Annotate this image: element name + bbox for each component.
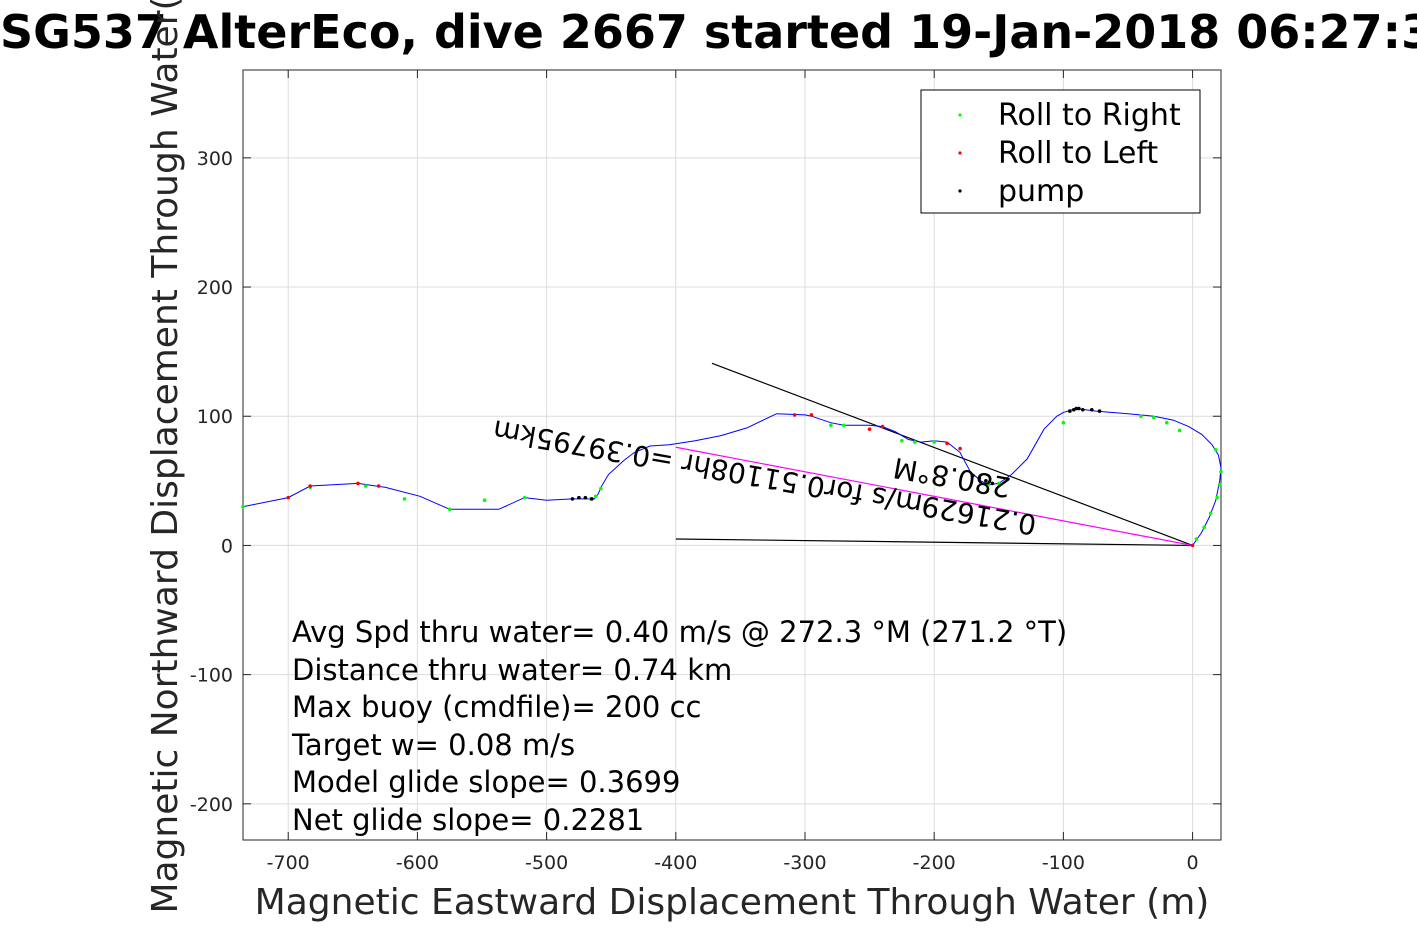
legend-label-roll-right: Roll to Right: [998, 98, 1181, 133]
roll-right-point: [1139, 414, 1143, 419]
legend-label-pump: pump: [998, 174, 1084, 209]
pump-point: [1097, 409, 1102, 413]
roll-right-point: [1202, 525, 1207, 530]
annotation-avg-speed: Avg Spd thru water= 0.40 m/s @ 272.3 °M …: [292, 615, 1067, 649]
roll-right-point: [1215, 495, 1219, 500]
roll-left-point: [376, 484, 381, 488]
annotation-distance: Distance thru water= 0.74 km: [292, 653, 732, 687]
roll-left-point: [958, 446, 962, 451]
x-tick-label: -400: [654, 852, 697, 874]
pump-point: [1080, 407, 1085, 412]
roll-right-point: [986, 482, 991, 487]
annotation-net-glide: Net glide slope= 0.2281: [292, 803, 644, 837]
legend-marker-roll-right: [958, 113, 962, 117]
roll-left-point: [867, 427, 872, 431]
pump-point: [1090, 407, 1094, 412]
legend-box: [920, 89, 1201, 214]
roll-left-point: [286, 495, 291, 500]
pump-point: [990, 481, 995, 486]
points: [241, 406, 1223, 548]
roll-right-point: [932, 440, 936, 444]
roll-right-point: [1061, 420, 1066, 425]
bearing-lines: [675, 362, 1193, 547]
x-tick-label: 0: [1187, 852, 1199, 874]
x-tick-label: -500: [525, 852, 568, 874]
pump-point: [1068, 409, 1072, 413]
roll-right-point: [996, 481, 1001, 486]
legend: Roll to Right Roll to Left pump: [920, 89, 1201, 214]
roll-right-point: [900, 438, 904, 443]
legend-label-roll-left: Roll to Left: [998, 136, 1158, 171]
x-tick-label: -300: [783, 852, 826, 874]
x-tick-label: -700: [267, 852, 310, 874]
stats-annotations: Avg Spd thru water= 0.40 m/s @ 272.3 °M …: [291, 615, 1067, 837]
pump-point: [971, 473, 975, 478]
roll-right-point: [978, 481, 983, 486]
roll-right-point: [1214, 448, 1218, 452]
pump-point: [577, 495, 581, 500]
roll-right-point: [593, 494, 598, 499]
bearing-line: [711, 362, 1193, 546]
pump-point: [1071, 407, 1076, 412]
x-tick-label: -600: [396, 852, 439, 874]
roll-right-point: [1194, 537, 1199, 541]
roll-right-point: [447, 507, 452, 512]
legend-marker-roll-left: [958, 151, 962, 155]
y-tick-label: -200: [190, 794, 233, 816]
y-tick-label: 0: [221, 535, 233, 557]
roll-right-point: [522, 495, 527, 500]
y-tick-label: -100: [190, 665, 233, 687]
roll-right-point: [913, 440, 917, 444]
plot-frame: [242, 69, 1222, 841]
axis-ticks: [243, 70, 1221, 840]
pump-point: [977, 476, 982, 481]
pump-point: [1077, 406, 1081, 411]
y-tick-label: 100: [197, 406, 233, 428]
roll-right-point: [1217, 482, 1222, 487]
roll-left-point: [356, 481, 360, 486]
roll-right-point: [1219, 469, 1223, 474]
roll-left-point: [880, 424, 885, 429]
legend-marker-pump: [958, 189, 962, 193]
pump-point: [590, 497, 594, 501]
x-tick-labels: -700 -600 -500 -400 -300 -200 -100 0: [267, 852, 1199, 874]
roll-right-point: [363, 484, 368, 488]
x-axis-label: Magnetic Eastward Displacement Through W…: [255, 882, 1210, 923]
pump-point: [583, 495, 588, 500]
y-tick-label: 200: [197, 277, 233, 299]
roll-right-point: [482, 498, 487, 503]
y-tick-label: 300: [197, 148, 233, 170]
x-tick-label: -100: [1042, 852, 1085, 874]
annotation-target-w: Target w= 0.08 m/s: [291, 728, 575, 762]
roll-right-point: [841, 423, 846, 428]
roll-right-point: [241, 504, 245, 509]
pump-point: [570, 497, 575, 501]
bearing-line: [675, 446, 1193, 547]
roll-right-point: [1164, 420, 1169, 425]
y-tick-labels: -200 -100 0 100 200 300: [190, 148, 233, 816]
bearing-line: [675, 538, 1193, 547]
roll-right-point: [829, 423, 833, 428]
roll-left-point: [945, 441, 949, 446]
roll-left-point: [308, 484, 312, 488]
chart-title: SG537 AlterEco, dive 2667 started 19-Jan…: [0, 5, 1417, 59]
roll-right-point: [1152, 415, 1156, 420]
roll-right-point: [1177, 428, 1182, 433]
roll-right-point: [1208, 511, 1213, 515]
roll-left-point: [1190, 543, 1195, 548]
roll-right-point: [402, 497, 407, 501]
y-axis-label: Magnetic Northward Displacement Through …: [145, 0, 186, 914]
roll-right-point: [599, 486, 603, 491]
roll-left-point: [792, 413, 797, 417]
roll-left-point: [809, 413, 814, 417]
annotation-max-buoy: Max buoy (cmdfile)= 200 cc: [292, 690, 701, 724]
x-tick-label: -200: [913, 852, 956, 874]
annotation-model-glide: Model glide slope= 0.3699: [292, 765, 680, 799]
pump-point: [984, 479, 988, 483]
